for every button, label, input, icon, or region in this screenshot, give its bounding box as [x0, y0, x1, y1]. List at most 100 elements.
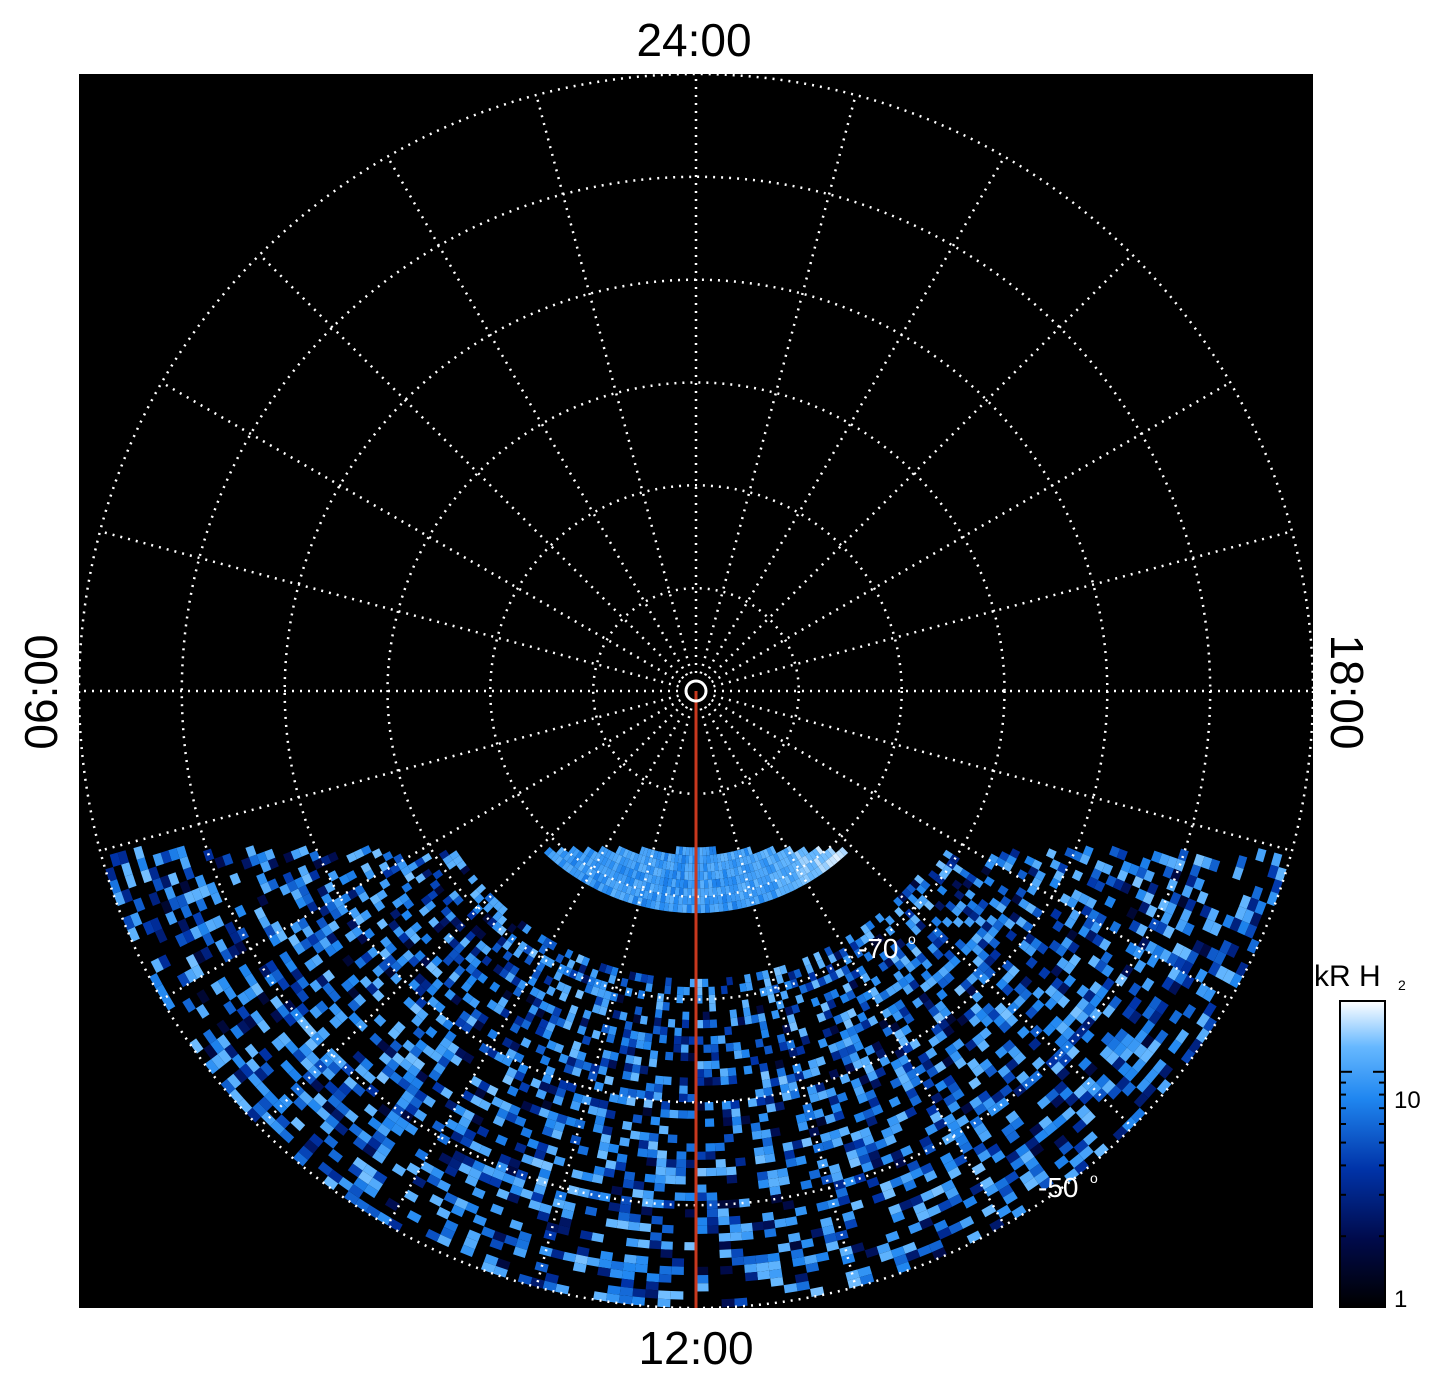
emission-cell: [774, 1101, 785, 1112]
emission-cell: [528, 948, 539, 959]
emission-cell: [445, 911, 457, 922]
emission-cell: [220, 948, 233, 963]
emission-cell: [500, 1007, 511, 1019]
emission-cell: [1244, 923, 1258, 939]
emission-cell: [610, 1185, 623, 1196]
emission-cell: [465, 1015, 478, 1027]
emission-cell: [493, 900, 504, 912]
emission-cell: [966, 1058, 980, 1071]
emission-cell: [706, 1167, 717, 1177]
emission-cell: [734, 1297, 748, 1307]
emission-cell: [945, 900, 956, 912]
emission-cell: [1013, 1051, 1027, 1065]
emission-cell: [381, 1136, 396, 1151]
emission-cell: [454, 1123, 468, 1136]
emission-cell: [403, 898, 415, 910]
emission-cell: [316, 885, 329, 898]
emission-cell: [1195, 1027, 1210, 1044]
emission-cell: [1206, 947, 1220, 962]
emission-cell: [327, 1094, 342, 1109]
emission-cell: [520, 1037, 532, 1049]
emission-cell: [467, 874, 478, 885]
emission-cell: [481, 1226, 496, 1239]
emission-cell: [739, 983, 747, 993]
emission-cell: [535, 989, 546, 1001]
emission-cell: [609, 888, 618, 898]
emission-cell: [1100, 1031, 1115, 1046]
emission-cell: [1060, 936, 1073, 950]
emission-cell: [802, 956, 811, 967]
emission-cell: [380, 936, 392, 948]
emission-cell: [427, 890, 439, 901]
emission-cell: [624, 1020, 633, 1031]
emission-cell: [296, 976, 310, 990]
emission-cell: [227, 944, 240, 959]
emission-cell: [657, 1290, 671, 1300]
emission-cell: [1074, 1160, 1090, 1175]
emission-cell: [1015, 887, 1027, 899]
emission-cell: [645, 1281, 659, 1291]
emission-cell: [737, 866, 744, 876]
emission-cell: [795, 994, 805, 1004]
emission-cell: [1002, 1191, 1018, 1205]
emission-cell: [189, 1038, 204, 1054]
emission-cell: [696, 1217, 708, 1226]
emission-cell: [808, 850, 817, 860]
emission-cell: [194, 874, 207, 888]
emission-cell: [1031, 859, 1043, 871]
emission-cell: [563, 1063, 574, 1075]
emission-cell: [1202, 987, 1217, 1003]
emission-cell: [527, 976, 538, 987]
emission-cell: [1005, 929, 1018, 942]
emission-cell: [587, 976, 596, 987]
emission-cell: [676, 986, 684, 996]
emission-cell: [263, 924, 276, 938]
emission-cell: [634, 1006, 643, 1016]
emission-cell: [994, 1046, 1008, 1059]
emission-cell: [372, 1170, 388, 1185]
emission-cell: [393, 1021, 406, 1034]
emission-cell: [538, 1081, 550, 1092]
emission-cell: [149, 973, 163, 989]
emission-cell: [367, 1136, 382, 1151]
emission-cell: [599, 1057, 610, 1068]
emission-cell: [800, 1179, 813, 1190]
emission-cell: [555, 1087, 567, 1098]
emission-cell: [650, 875, 657, 885]
emission-cell: [1024, 1136, 1040, 1151]
emission-cell: [598, 962, 607, 973]
emission-cell: [664, 869, 670, 879]
emission-cell: [309, 1005, 323, 1019]
emission-cell: [677, 862, 682, 872]
emission-cell: [535, 1176, 549, 1188]
emission-cell: [1027, 866, 1039, 878]
emission-cell: [414, 984, 427, 997]
emission-cell: [1055, 944, 1068, 957]
emission-cell: [997, 1065, 1011, 1078]
emission-cell: [654, 1174, 666, 1184]
emission-cell: [760, 1070, 770, 1081]
emission-cell: [1002, 1039, 1016, 1053]
emission-cell: [728, 860, 734, 869]
emission-cell: [1056, 957, 1069, 970]
emission-cell: [674, 887, 680, 896]
emission-cell: [743, 847, 750, 857]
emission-cell: [462, 1109, 475, 1122]
emission-cell: [367, 1116, 382, 1131]
emission-cell: [1066, 897, 1079, 909]
emission-cell: [546, 1144, 559, 1156]
emission-cell: [425, 961, 437, 973]
emission-cell: [620, 1278, 635, 1289]
emission-cell: [562, 1019, 573, 1031]
emission-cell: [229, 931, 242, 945]
emission-cell: [833, 1014, 844, 1025]
emission-cell: [889, 1021, 901, 1033]
emission-cell: [860, 972, 871, 984]
emission-cell: [828, 1163, 841, 1175]
emission-cell: [1147, 1039, 1162, 1054]
emission-cell: [105, 867, 117, 882]
emission-cell: [483, 1253, 499, 1266]
emission-cell: [874, 1138, 888, 1150]
emission-cell: [853, 1111, 866, 1123]
emission-cell: [745, 981, 753, 992]
